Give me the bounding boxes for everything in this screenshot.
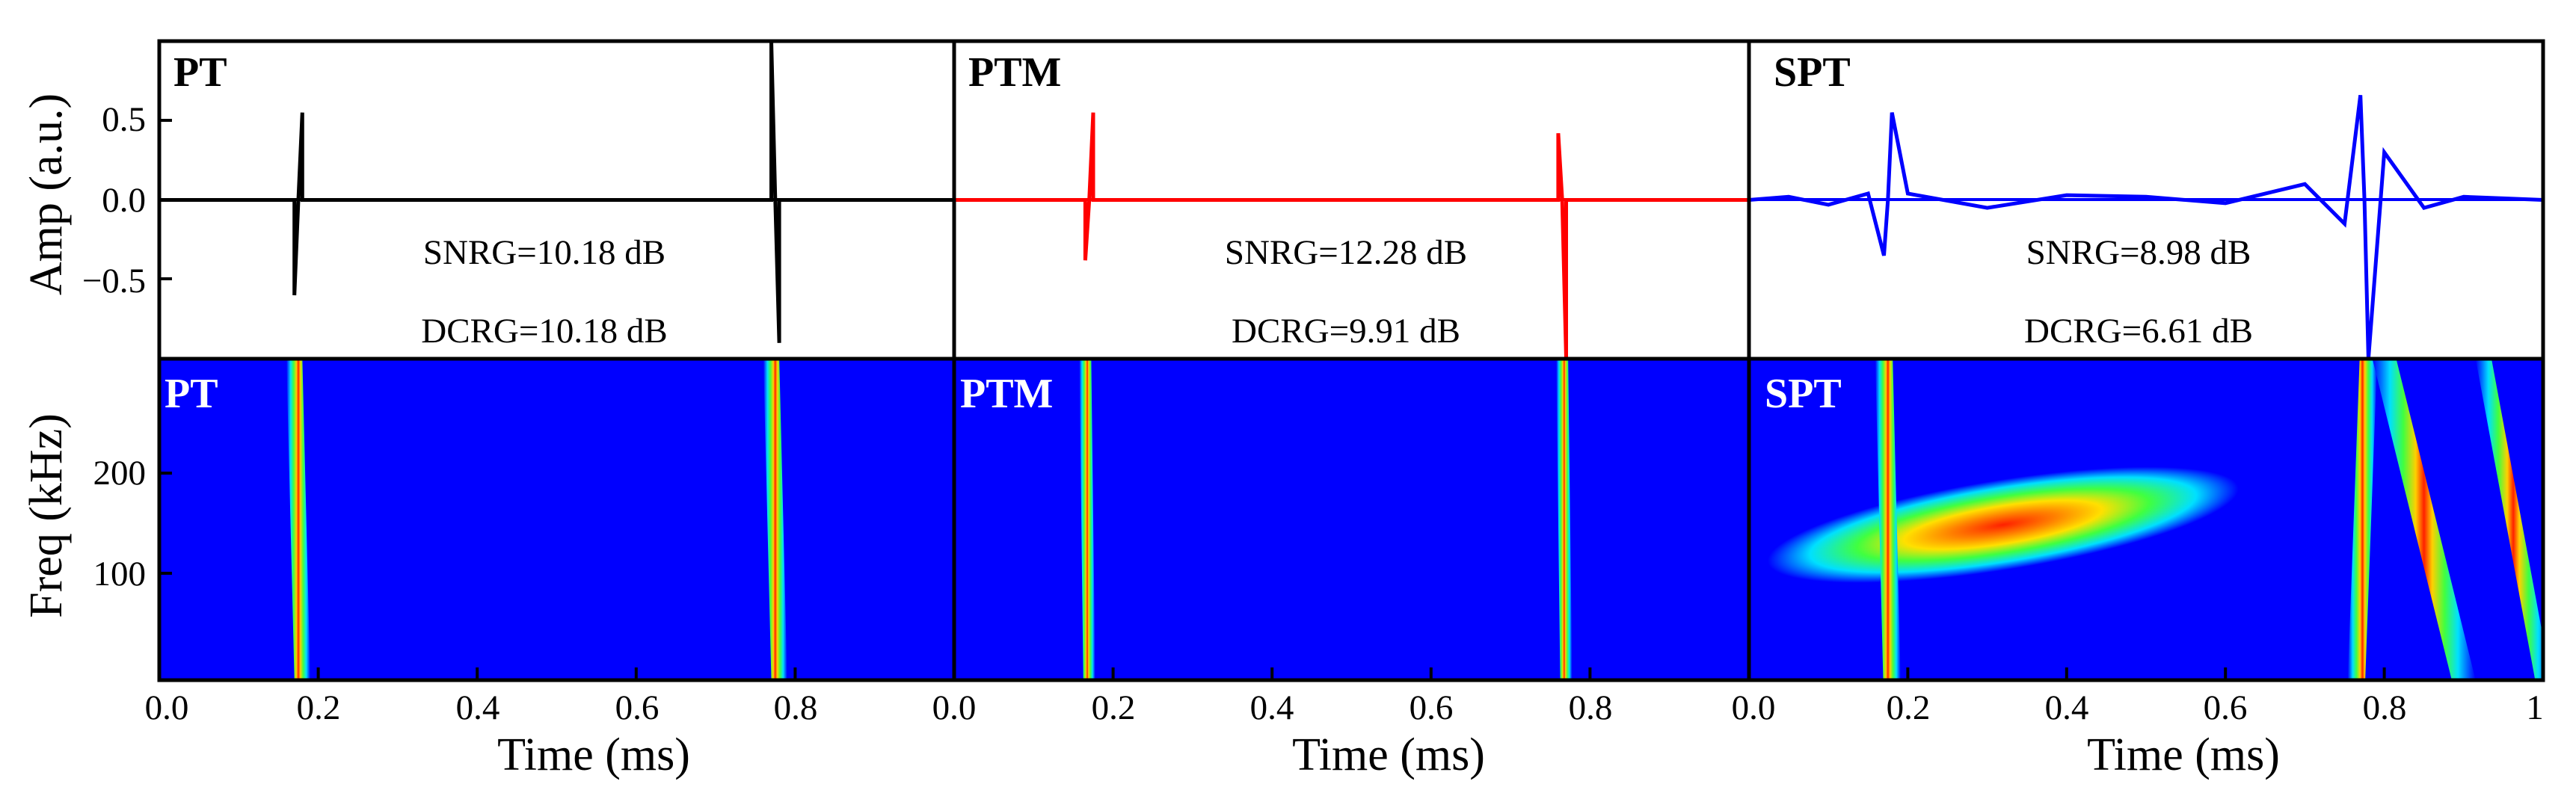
spectrogram-background [954,359,1749,680]
panel-title: PT [173,49,227,96]
amp-ytick: 0.0 [102,181,146,220]
dcrg-annotation: DCRG=9.91 dB [1232,312,1460,351]
snrg-annotation: SNRG=10.18 dB [423,233,665,272]
freq-ylabel: Freq (kHz) [21,413,72,618]
spectral-ridge [1079,359,1095,680]
amp-panel-spt: SPT SNRG=8.98 dB DCRG=6.61 dB [1748,41,2544,360]
ridge-group [286,359,787,680]
time-xlabel: Time (ms) [1292,729,1485,780]
amp-ylabel: Amp (a.u.) [21,93,72,295]
y-axis-top: Amp (a.u.) 0.5 0.0 −0.5 [21,93,146,300]
dcrg-annotation: DCRG=10.18 dB [421,312,667,351]
freq-ytick: 200 [93,454,147,493]
frames [157,39,2545,682]
panel-title: PT [165,371,218,417]
spectrogram-background [159,359,954,680]
spectral-ridge [2475,359,2543,680]
ridge-group [1079,359,1573,680]
spectral-ridge [286,359,310,680]
time-xtick: 0.2 [1092,688,1136,727]
time-xtick: 0.4 [456,688,500,727]
amp-panel-pt: PT SNRG=10.18 dB DCRG=10.18 dB [159,40,954,359]
time-xtick: 0.0 [932,688,977,727]
signal-line [1748,94,2544,360]
snrg-annotation: SNRG=8.98 dB [2026,233,2251,272]
time-xlabel: Time (ms) [497,729,690,780]
spectral-ridge [1556,359,1573,680]
time-xtick: 0.4 [1250,688,1294,727]
time-xtick: 0.4 [2045,688,2089,727]
spec-panel-spt: SPT [1749,359,2543,680]
amp-ytick: 0.5 [102,100,146,139]
time-xtick: 1 [2526,688,2544,727]
time-xlabel: Time (ms) [2087,729,2280,780]
panel-title: PTM [968,49,1061,96]
x-axis-spt: 0.0 0.2 0.4 0.6 0.8 1 Time (ms) [1732,688,2544,780]
freq-ytick: 100 [93,555,147,593]
panel-title: SPT [1774,49,1851,96]
spectral-ridge [1875,359,1901,680]
time-xtick: 0.6 [2204,688,2248,727]
time-xtick: 0.2 [297,688,341,727]
time-xtick: 0.8 [2363,688,2407,727]
time-xtick: 0.6 [1410,688,1454,727]
y-axis-bottom: Freq (kHz) 200 100 [21,413,146,618]
time-xtick: 0.0 [145,688,189,727]
time-xtick: 0.2 [1887,688,1931,727]
dcrg-annotation: DCRG=6.61 dB [2024,312,2253,351]
panel-title: PTM [960,371,1053,417]
time-xtick: 0.0 [1732,688,1776,727]
amp-panel-ptm: PTM SNRG=12.28 dB DCRG=9.91 dB [954,41,1749,360]
amp-ytick: −0.5 [82,262,146,300]
time-xtick: 0.6 [615,688,660,727]
x-axis-ptm: 0.0 0.2 0.4 0.6 0.8 Time (ms) [932,688,1613,780]
spectral-ridge [2347,359,2378,680]
time-xtick: 0.8 [774,688,818,727]
x-axis-pt: 0.0 0.2 0.4 0.6 0.8 Time (ms) [145,688,818,780]
tick-marks [159,119,2386,680]
ridge-group [1875,359,2543,680]
signal-line [159,40,954,343]
signal-line [954,112,1749,360]
snrg-annotation: SNRG=12.28 dB [1225,233,1467,272]
spectral-ridge [763,359,787,680]
spec-panel-ptm: PTM [954,359,1749,680]
panel-title: SPT [1765,371,1842,417]
spectral-ridge [2372,359,2476,680]
time-xtick: 0.8 [1569,688,1613,727]
spec-panel-pt: PT [159,359,954,680]
